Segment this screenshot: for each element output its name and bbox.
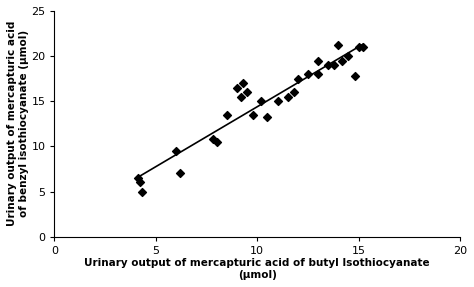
Point [233,86,241,90]
Point [330,63,338,67]
Point [355,45,363,49]
Point [136,180,144,185]
Point [294,76,301,81]
Point [173,149,180,153]
Point [273,99,281,104]
Point [213,139,220,144]
Point [176,171,184,176]
Point [239,81,247,86]
Point [237,94,245,99]
Point [284,94,292,99]
Point [249,113,257,117]
Point [359,45,366,49]
Point [314,72,322,76]
Point [243,90,251,94]
Point [345,54,352,58]
Point [351,74,358,78]
X-axis label: Urinary output of mercapturic acid of butyl Isothiocyanate
(μmol): Urinary output of mercapturic acid of bu… [84,259,430,280]
Point [324,63,332,67]
Point [257,99,265,104]
Y-axis label: Urinary output of mercapturic acid
of benzyl isothiocyanate (μmol): Urinary output of mercapturic acid of be… [7,21,28,226]
Point [314,58,322,63]
Point [264,115,271,120]
Point [138,189,146,194]
Point [304,72,312,76]
Point [134,176,141,180]
Point [338,58,346,63]
Point [209,137,217,141]
Point [223,113,231,117]
Point [335,43,342,48]
Point [290,90,298,94]
